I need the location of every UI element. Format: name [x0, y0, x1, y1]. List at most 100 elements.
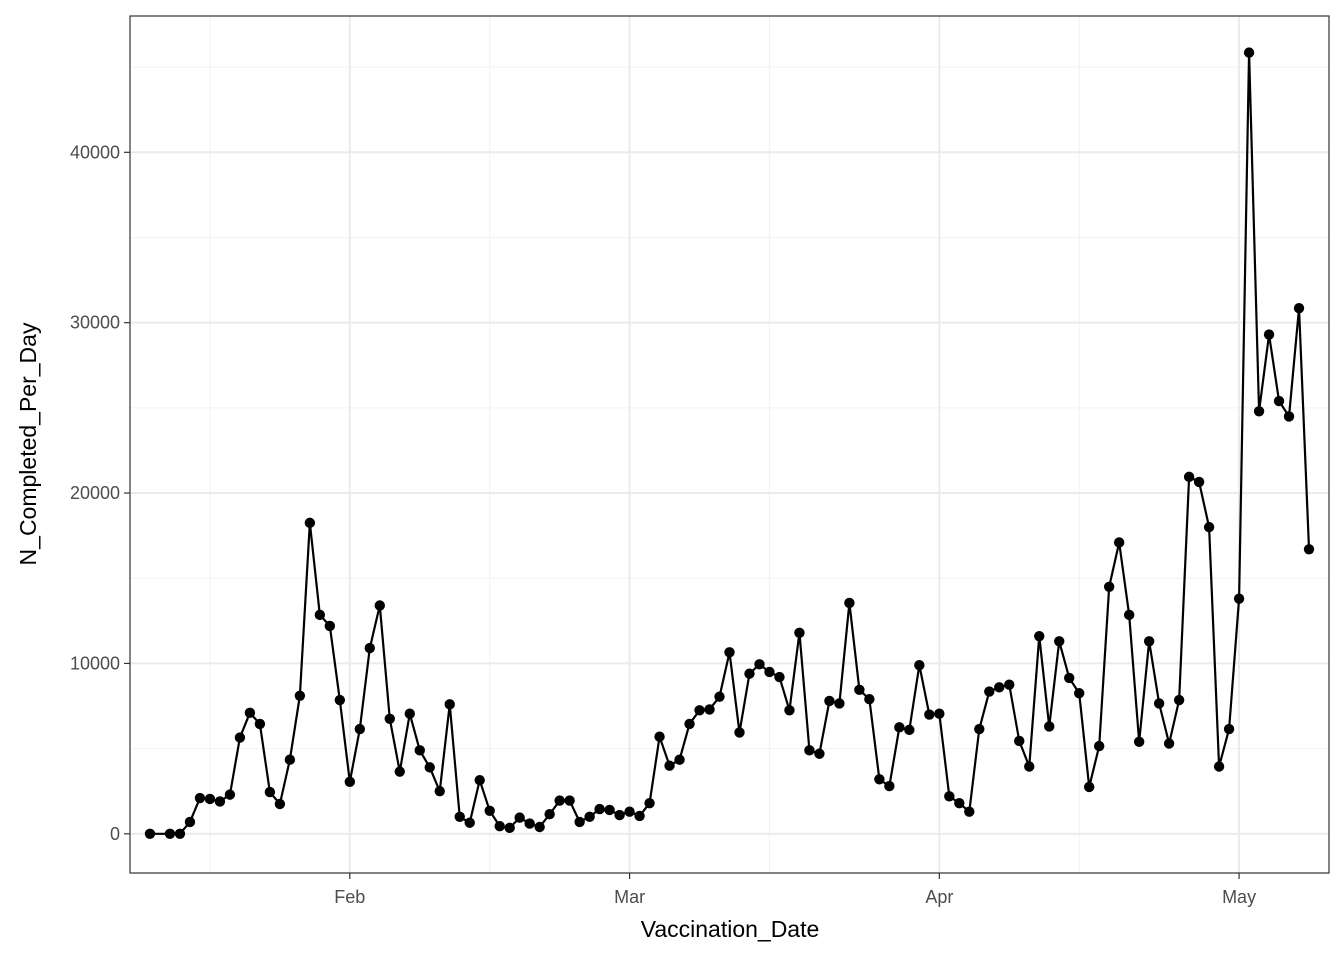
data-point	[1283, 411, 1295, 422]
data-point	[194, 792, 206, 804]
data-point	[254, 718, 266, 730]
gridlines	[130, 16, 1329, 873]
data-point	[1024, 761, 1035, 772]
data-point	[914, 659, 925, 671]
data-point	[174, 828, 186, 840]
data-point	[184, 816, 196, 828]
data-point	[524, 818, 535, 829]
data-point	[384, 713, 395, 725]
y-tick-label: 30000	[70, 313, 120, 333]
data-point	[794, 627, 805, 638]
data-point	[784, 705, 795, 716]
data-point	[354, 723, 366, 735]
y-tick-label: 10000	[70, 653, 120, 673]
data-point	[244, 707, 256, 719]
data-point	[904, 724, 915, 736]
data-point	[1223, 723, 1235, 735]
data-point	[534, 821, 545, 833]
data-point	[714, 691, 725, 702]
data-point	[1303, 544, 1315, 555]
data-point	[704, 704, 715, 715]
data-point	[494, 820, 505, 832]
data-point	[834, 698, 845, 709]
data-point	[404, 708, 415, 719]
data-point	[1233, 593, 1245, 604]
data-point	[654, 731, 665, 742]
data-point	[1163, 738, 1175, 749]
data-point	[824, 695, 835, 707]
data-point	[1183, 471, 1195, 483]
data-point	[484, 805, 495, 817]
data-point	[864, 694, 875, 705]
data-point	[594, 803, 605, 815]
data-point	[474, 774, 485, 786]
data-point	[414, 745, 425, 756]
data-point	[994, 682, 1005, 693]
data-point	[874, 774, 885, 785]
data-point	[814, 748, 825, 759]
data-point	[684, 718, 695, 730]
data-point	[1243, 47, 1255, 58]
data-point	[1034, 630, 1045, 642]
data-point	[1263, 329, 1275, 340]
data-point	[424, 762, 435, 773]
data-point	[434, 786, 445, 797]
data-point	[644, 797, 655, 809]
data-point	[924, 709, 935, 720]
data-point	[1044, 721, 1055, 732]
data-point	[884, 780, 895, 792]
data-point	[1064, 672, 1075, 684]
x-axis: Feb Mar Apr May	[334, 873, 1256, 907]
data-point	[1113, 537, 1125, 548]
data-point	[1084, 781, 1095, 793]
data-point	[374, 600, 385, 611]
data-point	[1054, 636, 1065, 647]
data-point	[324, 620, 336, 632]
data-point	[264, 786, 276, 798]
data-point	[314, 609, 326, 621]
data-point	[504, 822, 515, 834]
data-point	[444, 699, 455, 710]
data-point	[624, 806, 635, 817]
x-axis-title: Vaccination_Date	[641, 916, 820, 942]
plot-panel-border	[129, 15, 1330, 874]
data-point	[1193, 476, 1205, 488]
data-point	[294, 690, 306, 702]
data-point	[144, 828, 156, 840]
data-point	[554, 795, 565, 806]
data-point	[1143, 636, 1155, 647]
data-point	[224, 789, 236, 800]
data-point	[394, 766, 405, 777]
data-series	[144, 47, 1315, 840]
data-point	[454, 811, 465, 822]
data-point	[574, 816, 585, 828]
data-point	[564, 795, 575, 806]
y-tick-label: 20000	[70, 483, 120, 503]
data-point	[694, 705, 705, 716]
data-point	[734, 727, 745, 738]
y-axis: 0 10000 20000 30000 40000	[70, 142, 130, 844]
data-point	[1103, 581, 1115, 592]
data-point	[984, 686, 995, 697]
data-point	[944, 791, 955, 802]
data-point	[544, 809, 555, 820]
data-point	[234, 732, 246, 743]
y-tick-label: 40000	[70, 142, 120, 162]
data-point	[774, 671, 785, 683]
data-point	[1203, 521, 1215, 533]
data-point	[934, 708, 945, 719]
data-point	[1153, 698, 1165, 709]
series-line	[149, 51, 1311, 835]
data-point	[514, 812, 525, 823]
data-point	[954, 797, 965, 809]
data-point	[844, 597, 855, 609]
data-point	[1004, 679, 1015, 690]
data-point	[1173, 694, 1185, 706]
data-point	[1014, 735, 1025, 747]
data-point	[164, 828, 176, 840]
data-point	[304, 517, 316, 529]
data-point	[204, 793, 216, 805]
y-tick-label: 0	[110, 824, 120, 844]
